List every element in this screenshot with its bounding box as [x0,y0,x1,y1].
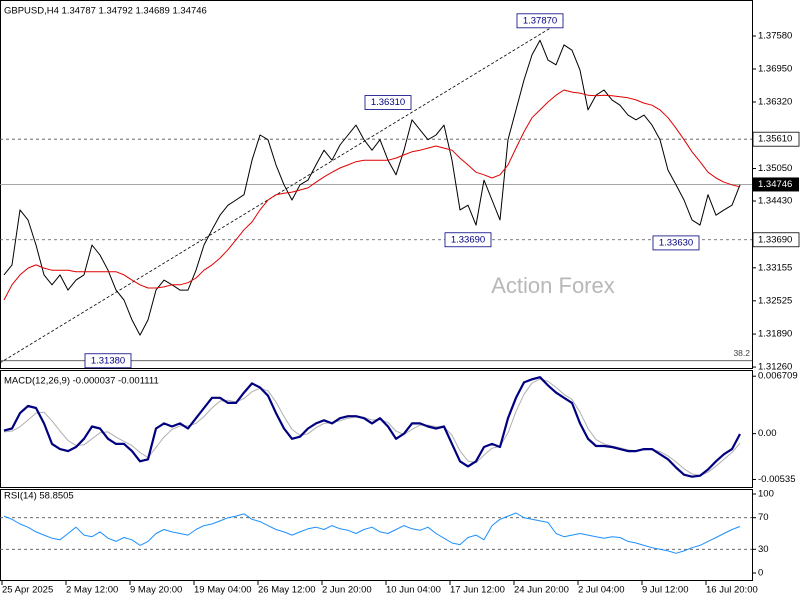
y-tick-label: 0.00 [758,428,777,439]
y-tick-label: 0 [758,568,763,579]
series-line [3,378,741,477]
macd-pane [0,370,753,488]
series-line [3,39,741,336]
annotation-label: 1.33690 [451,234,485,245]
series-line [3,376,741,478]
y-tick-label: 1.31890 [758,329,792,340]
pane-title: MACD(12,26,9) -0.000037 -0.001111 [4,376,159,387]
x-tick-label: 2 May 12:00 [66,585,118,596]
last-price-box [753,177,799,192]
x-tick-label: 10 Jun 04:00 [386,585,441,596]
annotation-box [652,235,700,251]
series-line [3,89,741,301]
x-tick-label: 9 May 20:00 [130,585,182,596]
level-label-box [752,131,800,147]
annotation-box [444,232,492,248]
y-tick-label: 1.31260 [758,362,792,373]
level-label: 1.33690 [758,234,792,245]
y-tick-label: 1.37580 [758,31,792,42]
y-tick-label: 1.36320 [758,97,792,108]
annotation-box [364,95,412,110]
annotation-label: 1.36310 [371,97,405,108]
x-tick-label: 2 Jul 04:00 [578,585,624,596]
x-tick-label: 2 Jun 20:00 [322,585,372,596]
y-tick-label: 30 [758,544,769,555]
last-price-label: 1.34746 [758,179,792,190]
y-tick-label: 1.34430 [758,196,792,207]
annotation-label: 1.31380 [91,355,125,366]
y-tick-label: 70 [758,512,769,523]
watermark: Action Forex [491,273,615,298]
annotation-box [84,353,132,369]
trendline [0,19,565,364]
x-tick-label: 17 Jun 12:00 [450,585,505,596]
x-tick-label: 9 Jul 12:00 [642,585,688,596]
x-tick-label: 19 May 04:00 [194,585,252,596]
annotation-box [516,13,564,29]
y-tick-label: 1.36950 [758,64,792,75]
level-label: 1.35610 [758,134,792,145]
y-tick-label: 1.35050 [758,163,792,174]
y-tick-label: 1.32525 [758,295,792,306]
annotation-label: 1.37870 [523,15,557,26]
level-label-box [752,232,800,248]
pane-title: RSI(14) 58.8505 [4,491,74,502]
x-tick-label: 26 May 12:00 [258,585,316,596]
y-tick-label: 100 [758,489,774,500]
y-tick-label: -0.00535 [758,474,796,485]
annotation-label: 1.33630 [659,237,693,248]
y-tick-label: 1.33155 [758,262,792,273]
x-tick-label: 16 Jul 20:00 [706,585,758,596]
series-line [3,512,741,554]
x-tick-label: 24 Jun 20:00 [514,585,569,596]
x-tick-label: 25 Apr 2025 [2,585,53,596]
pane-title: GBPUSD,H4 1.34787 1.34792 1.34689 1.3474… [4,6,207,17]
level-label: 38.2 [733,348,750,358]
rsi-pane [0,489,753,581]
y-tick-label: 0.006709 [758,371,798,382]
